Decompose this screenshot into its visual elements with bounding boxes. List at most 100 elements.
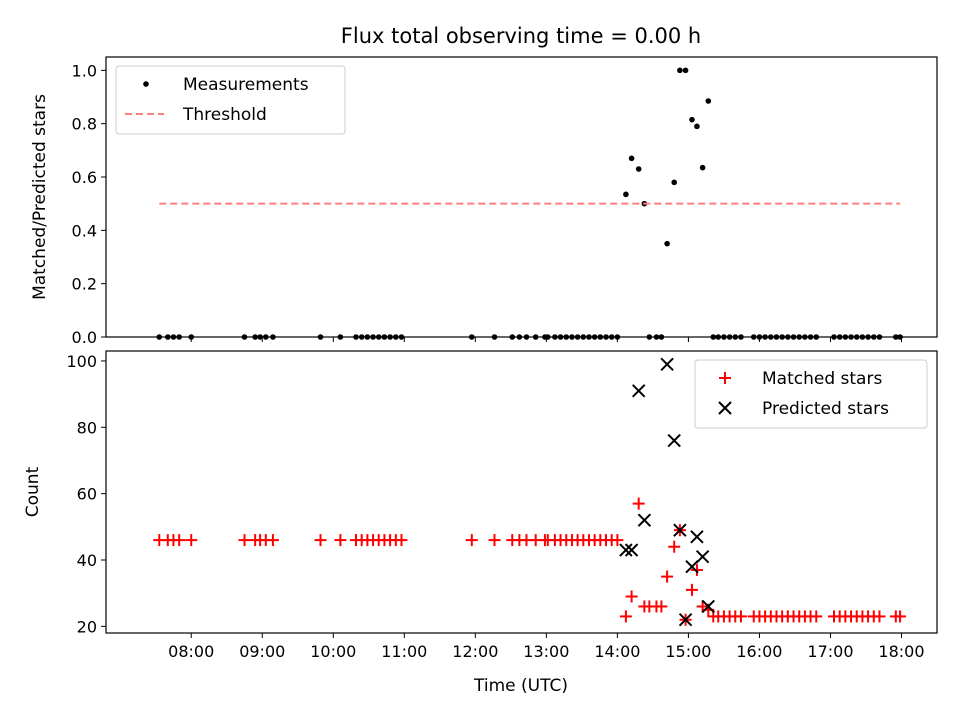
measurements-point-43 xyxy=(635,166,642,172)
legend-box-0 xyxy=(115,65,346,135)
predicted-stars-point-10 xyxy=(695,549,710,564)
matched-stars-point-84 xyxy=(894,610,907,623)
matched-stars-point-10 xyxy=(314,534,327,547)
matched-stars-point-42 xyxy=(625,590,638,603)
x-axis-label: Time (UTC) xyxy=(473,676,568,696)
matched-stars-point-21 xyxy=(465,534,478,547)
y-axis-label-0: Matched/Predicted stars xyxy=(30,94,50,300)
predicted-stars-point-2-b xyxy=(631,384,646,398)
predicted-stars-point-11 xyxy=(701,599,716,614)
predicted-stars-point-0-b xyxy=(619,543,633,557)
y-tick-label-1-0: 20 xyxy=(77,617,97,636)
measurements-point-54 xyxy=(699,164,706,171)
measurements-point-53 xyxy=(694,123,700,130)
predicted-stars-point-8-b xyxy=(685,559,699,574)
predicted-stars-point-4 xyxy=(660,357,674,371)
measurements-point-41 xyxy=(623,191,629,198)
y-tick-label-0-3: 0.6 xyxy=(72,168,97,187)
predicted-stars-point-11-b xyxy=(701,599,716,614)
predicted-stars-point-2 xyxy=(631,384,646,398)
x-tick-label-7: 15:00 xyxy=(665,642,711,661)
x-tick-label-4: 12:00 xyxy=(452,642,498,661)
measurements-point-50 xyxy=(677,67,683,74)
legend-0: Measurements Threshold xyxy=(115,65,346,135)
y-tick-label-1-3: 80 xyxy=(77,418,97,437)
x-tick-label-8: 16:00 xyxy=(736,642,782,661)
legend-label-threshold: Threshold xyxy=(182,105,267,125)
predicted-stars-point-3 xyxy=(637,513,652,527)
predicted-stars-point-5 xyxy=(667,433,681,448)
y-tick-label-0-5: 1.0 xyxy=(72,61,97,80)
measurements-point-55 xyxy=(705,98,712,104)
matched-stars-point-49 xyxy=(668,540,681,553)
matched-stars-point-20 xyxy=(395,534,408,547)
matched-stars-point-41 xyxy=(619,610,632,623)
y-axis-label-1: Count xyxy=(23,466,43,517)
y-tick-label-0-4: 0.8 xyxy=(72,115,97,134)
y-tick-label-0-1: 0.2 xyxy=(72,275,97,294)
predicted-stars-point-3-b xyxy=(637,513,652,527)
top-panel-ratio: 0.0 0.2 0.4 0.6 0.8 1.0 Matched/Predicted star… xyxy=(30,56,938,347)
matched-stars-point-5 xyxy=(238,534,251,547)
legend-label-matched-stars: Matched stars xyxy=(762,369,882,389)
y-tick-label-1-1: 40 xyxy=(77,551,97,570)
y-tick-label-0-2: 0.4 xyxy=(72,221,97,240)
predicted-stars-point-7-b xyxy=(678,613,693,627)
y-tick-label-0-0: 0.0 xyxy=(72,328,97,347)
predicted-stars-point-0 xyxy=(619,543,633,557)
legend-swatch-predicted-stars xyxy=(718,401,732,415)
legend-swatch-matched-stars xyxy=(719,372,731,384)
matched-stars-point-43 xyxy=(632,497,645,510)
matched-stars-point-61 xyxy=(734,610,747,623)
matched-stars-point-82 xyxy=(873,610,886,623)
predicted-stars-point-8 xyxy=(685,559,699,574)
bottom-panel-counts: 20 40 60 80 100 08:00 09:00 10:00 11:00 12:00 13:0… xyxy=(23,350,938,661)
predicted-stars-point-4-b xyxy=(660,357,674,371)
axes-frame-1 xyxy=(105,350,938,634)
matched-stars-point-4 xyxy=(185,534,198,547)
y-tick-label-1-4: 100 xyxy=(66,352,97,371)
x-tick-label-6: 14:00 xyxy=(594,642,640,661)
legend-swatch-measurements xyxy=(143,81,149,87)
chart-title: Flux total observing time = 0.00 h xyxy=(341,24,701,48)
matched-stars-point-73 xyxy=(810,610,823,623)
x-tick-label-2: 10:00 xyxy=(310,642,356,661)
predicted-stars-point-9 xyxy=(690,530,704,544)
legend-label-predicted-stars: Predicted stars xyxy=(762,399,889,419)
predicted-stars-point-6-b xyxy=(673,523,687,537)
axes-frame-0 xyxy=(105,56,938,338)
matched-stars-point-52 xyxy=(685,583,698,596)
matched-stars-point-53 xyxy=(690,563,703,576)
predicted-stars-point-1 xyxy=(624,543,639,557)
legend-1: Matched stars Predicted stars xyxy=(694,359,928,429)
measurements-point-48 xyxy=(664,240,670,247)
x-tick-label-3: 11:00 xyxy=(381,642,427,661)
matched-stars-point-40 xyxy=(611,534,624,547)
matched-stars-point-47 xyxy=(655,600,668,613)
x-tick-label-9: 17:00 xyxy=(807,642,853,661)
predicted-stars-point-5-b xyxy=(667,433,681,448)
legend-swatch-predicted-stars-b xyxy=(718,401,732,415)
matched-stars-point-9 xyxy=(266,534,279,547)
x-tick-label-0: 08:00 xyxy=(168,642,214,661)
matched-stars-point-3 xyxy=(173,534,186,547)
predicted-stars-point-10-b xyxy=(695,549,710,564)
predicted-stars-point-7 xyxy=(678,613,693,627)
predicted-stars-point-9-b xyxy=(690,530,704,544)
legend-label-measurements: Measurements xyxy=(183,75,309,95)
predicted-stars-point-1-b xyxy=(624,543,639,557)
measurements-point-49 xyxy=(671,179,678,186)
matched-stars-point-48 xyxy=(661,570,674,583)
x-tick-label-10: 18:00 xyxy=(878,642,924,661)
matched-stars-point-11 xyxy=(334,534,347,547)
measurements-point-52 xyxy=(689,116,695,123)
x-tick-label-1: 09:00 xyxy=(239,642,285,661)
x-tick-label-5: 13:00 xyxy=(523,642,569,661)
measurements-point-51 xyxy=(682,67,689,74)
matched-stars-point-22 xyxy=(488,534,501,547)
measurements-point-42 xyxy=(628,155,635,162)
predicted-stars-point-6 xyxy=(673,523,687,537)
y-tick-label-1-2: 60 xyxy=(77,485,97,504)
legend-box-1 xyxy=(694,359,928,429)
